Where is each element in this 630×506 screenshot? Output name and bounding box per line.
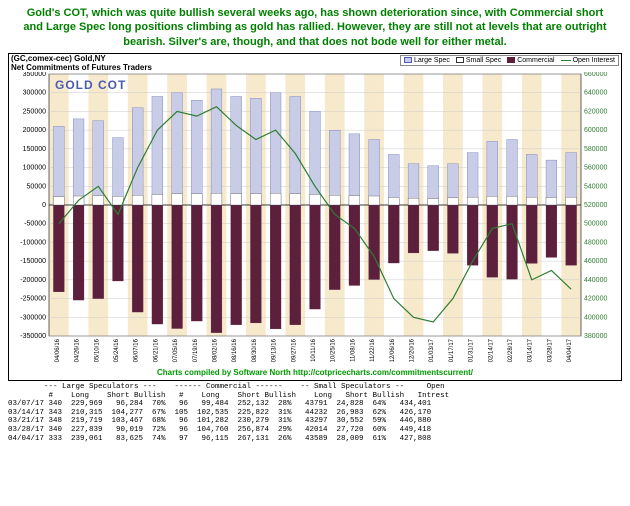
svg-text:380000: 380000	[584, 333, 607, 340]
chart-footer-link: Charts compiled by Software North http:/…	[9, 366, 621, 380]
svg-text:-50000: -50000	[24, 221, 46, 228]
svg-text:660000: 660000	[584, 72, 607, 78]
svg-text:150000: 150000	[23, 146, 46, 153]
svg-text:06/07/16: 06/07/16	[134, 338, 140, 362]
svg-text:-200000: -200000	[20, 277, 46, 284]
legend-item: Small Spec	[456, 57, 501, 64]
svg-text:600000: 600000	[584, 127, 607, 134]
chart-overlay-title: GOLD COT	[55, 78, 126, 92]
data-table: --- Large Speculators --- ------ Commerc…	[8, 383, 622, 443]
svg-text:640000: 640000	[584, 90, 607, 97]
svg-text:01/31/17: 01/31/17	[469, 338, 475, 362]
svg-text:06/21/16: 06/21/16	[153, 338, 159, 362]
svg-text:11/22/16: 11/22/16	[370, 338, 376, 362]
legend-label: Open Interest	[573, 57, 615, 64]
chart-svg: -350000 -300000 -250000 -200000 -150000 -1000…	[9, 72, 621, 366]
legend-line	[561, 60, 571, 61]
svg-text:300000: 300000	[23, 90, 46, 97]
chart-subtitle: (GC,comex-cec) Gold,NY Net Commitments o…	[11, 55, 152, 73]
svg-text:540000: 540000	[584, 183, 607, 190]
svg-text:-350000: -350000	[20, 333, 46, 340]
legend-label: Small Spec	[466, 57, 501, 64]
svg-text:03/28/17: 03/28/17	[547, 338, 553, 362]
chart-plot: -350000 -300000 -250000 -200000 -150000 -1000…	[9, 72, 621, 366]
svg-text:10/11/16: 10/11/16	[311, 338, 317, 362]
svg-text:50000: 50000	[27, 183, 47, 190]
svg-text:08/30/16: 08/30/16	[252, 338, 258, 362]
svg-text:10/25/16: 10/25/16	[331, 338, 337, 362]
svg-text:100000: 100000	[23, 164, 46, 171]
svg-text:580000: 580000	[584, 146, 607, 153]
chart-ticker: (GC,comex-cec) Gold,NY	[11, 54, 106, 63]
svg-text:08/02/16: 08/02/16	[212, 338, 218, 362]
legend-label: Large Spec	[414, 57, 450, 64]
svg-text:250000: 250000	[23, 108, 46, 115]
svg-text:-100000: -100000	[20, 239, 46, 246]
legend: Large Spec Small Spec Commercial Open Inter…	[400, 55, 619, 66]
svg-text:200000: 200000	[23, 127, 46, 134]
svg-text:520000: 520000	[584, 202, 607, 209]
svg-text:07/19/16: 07/19/16	[193, 338, 199, 362]
svg-text:350000: 350000	[23, 72, 46, 78]
svg-text:-150000: -150000	[20, 258, 46, 265]
svg-text:440000: 440000	[584, 277, 607, 284]
chart-container: (GC,comex-cec) Gold,NY Net Commitments o…	[8, 53, 622, 381]
svg-text:09/13/16: 09/13/16	[272, 338, 278, 362]
svg-text:12/20/16: 12/20/16	[410, 338, 416, 362]
svg-text:05/10/16: 05/10/16	[94, 338, 100, 362]
svg-text:-300000: -300000	[20, 314, 46, 321]
svg-text:01/17/17: 01/17/17	[449, 338, 455, 362]
legend-swatch	[404, 57, 412, 63]
svg-text:08/16/16: 08/16/16	[232, 338, 238, 362]
svg-text:03/14/17: 03/14/17	[528, 338, 534, 362]
svg-text:0: 0	[42, 202, 46, 209]
svg-text:12/06/16: 12/06/16	[390, 338, 396, 362]
svg-text:04/04/17: 04/04/17	[567, 338, 573, 362]
svg-text:04/06/16: 04/06/16	[55, 338, 61, 362]
svg-text:04/26/16: 04/26/16	[75, 338, 81, 362]
legend-label: Commercial	[517, 57, 554, 64]
svg-text:400000: 400000	[584, 314, 607, 321]
chart-desc: Net Commitments of Futures Traders	[11, 63, 152, 72]
svg-text:480000: 480000	[584, 239, 607, 246]
legend-swatch	[456, 57, 464, 63]
svg-text:420000: 420000	[584, 295, 607, 302]
svg-text:02/14/17: 02/14/17	[488, 338, 494, 362]
legend-item: Large Spec	[404, 57, 450, 64]
svg-text:01/03/17: 01/03/17	[429, 338, 435, 362]
legend-item: Commercial	[507, 57, 554, 64]
svg-text:620000: 620000	[584, 108, 607, 115]
svg-text:560000: 560000	[584, 164, 607, 171]
svg-text:05/24/16: 05/24/16	[114, 338, 120, 362]
svg-text:500000: 500000	[584, 221, 607, 228]
svg-text:11/08/16: 11/08/16	[350, 338, 356, 362]
svg-text:09/27/16: 09/27/16	[291, 338, 297, 362]
caption-text: Gold's COT, which was quite bullish seve…	[0, 0, 630, 53]
legend-swatch	[507, 57, 515, 63]
legend-item: Open Interest	[561, 57, 615, 64]
chart-header: (GC,comex-cec) Gold,NY Net Commitments o…	[9, 54, 621, 72]
svg-text:-250000: -250000	[20, 295, 46, 302]
svg-text:07/05/16: 07/05/16	[173, 338, 179, 362]
svg-text:02/28/17: 02/28/17	[508, 338, 514, 362]
svg-text:460000: 460000	[584, 258, 607, 265]
